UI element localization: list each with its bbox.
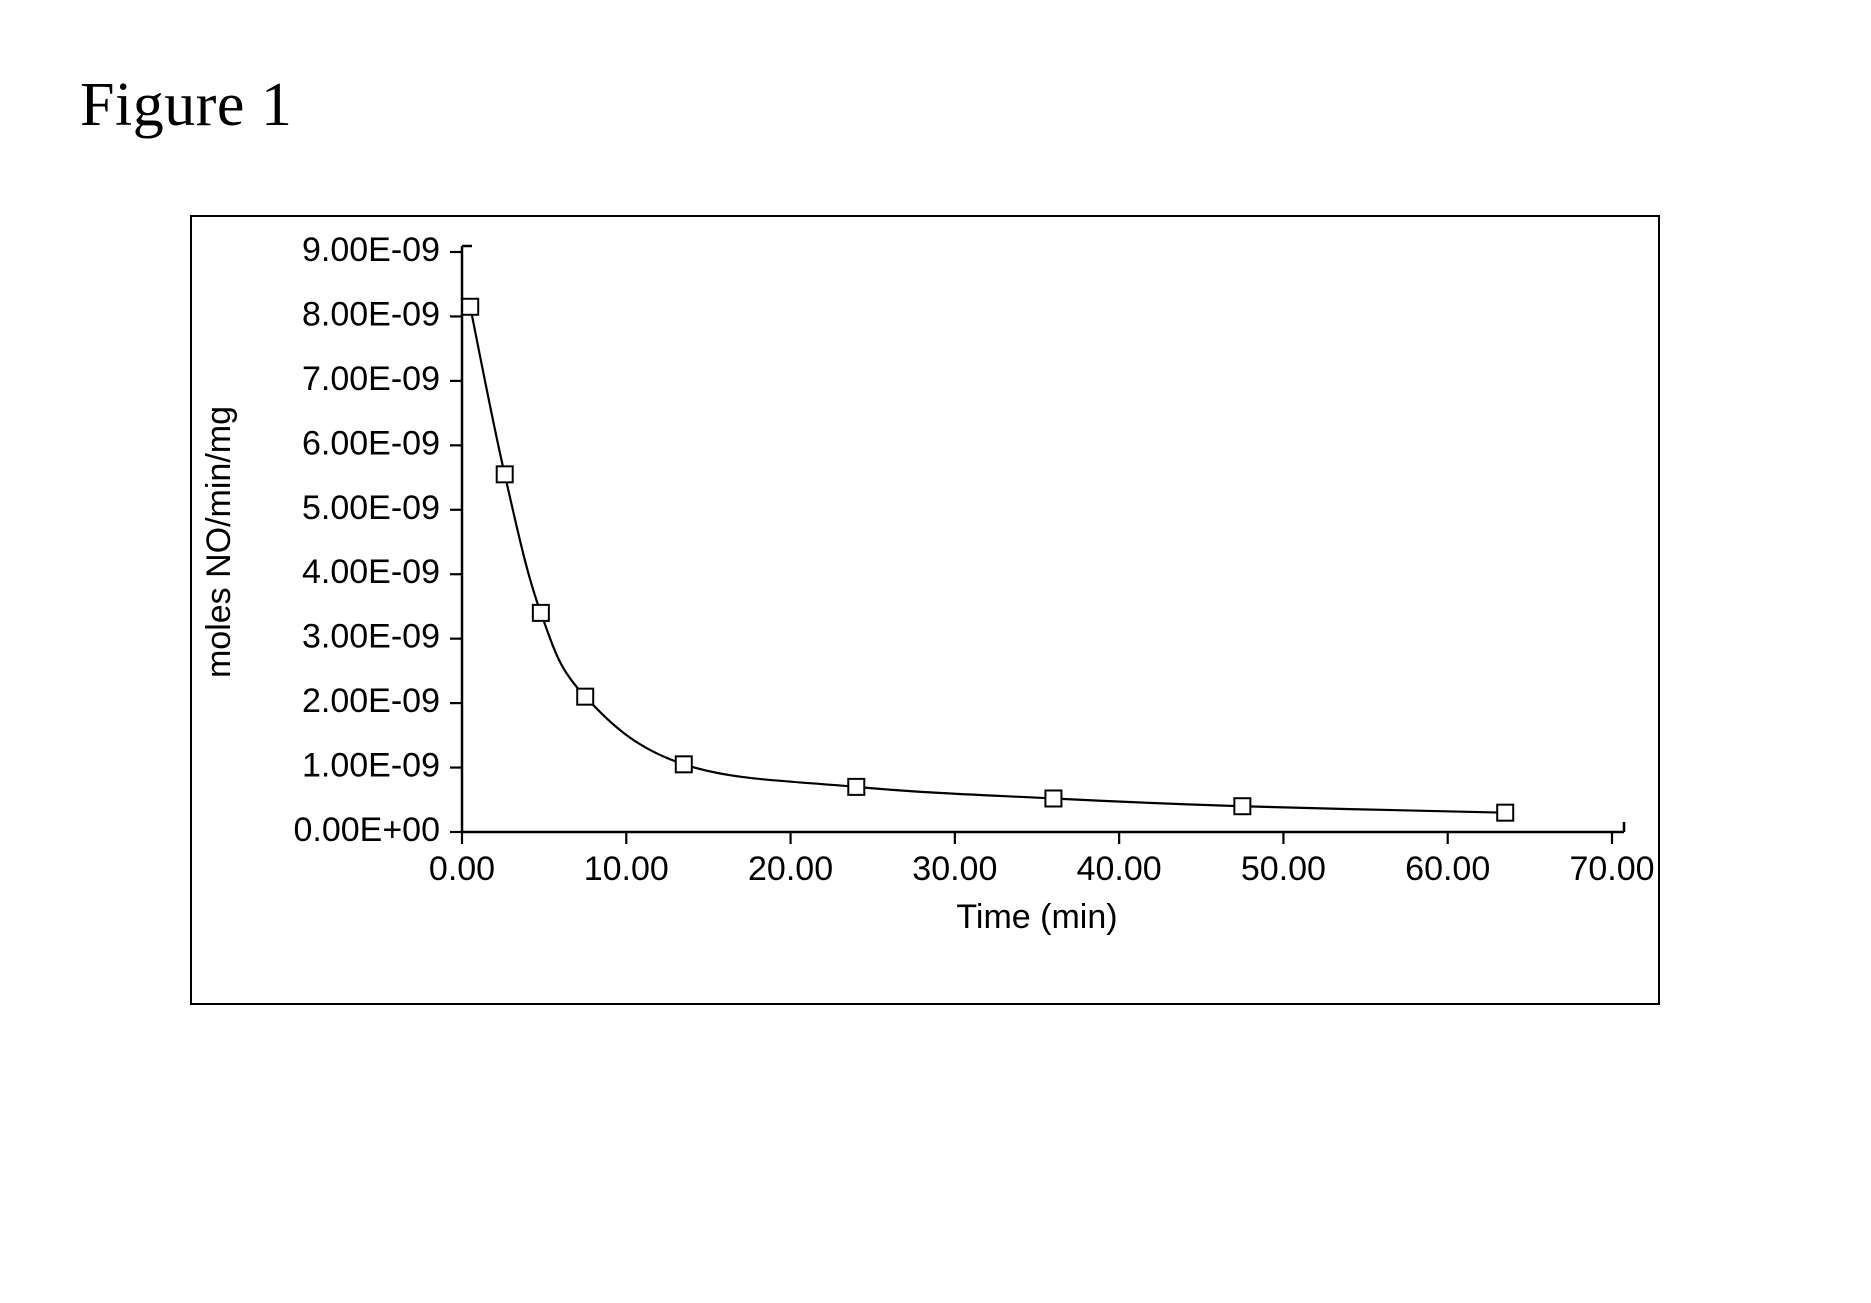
data-marker (462, 299, 478, 315)
x-axis-label: Time (min) (956, 898, 1117, 936)
y-tick-label: 7.00E-09 (302, 360, 440, 398)
y-tick-label: 4.00E-09 (302, 553, 440, 591)
y-tick-label: 0.00E+00 (293, 811, 440, 849)
y-tick-label: 9.00E-09 (302, 231, 440, 269)
data-marker (533, 605, 549, 621)
data-marker (577, 689, 593, 705)
x-tick-label: 10.00 (584, 850, 669, 888)
data-marker (1045, 790, 1061, 806)
y-tick-label: 2.00E-09 (302, 682, 440, 720)
x-tick-label: 30.00 (912, 850, 997, 888)
figure-title: Figure 1 (80, 70, 292, 141)
y-tick-label: 6.00E-09 (302, 424, 440, 462)
chart-frame: 0.00E+00 1.00E-09 2.00E-09 3.00E-09 4.00E-09… (190, 215, 1660, 1005)
y-tick-label: 8.00E-09 (302, 295, 440, 333)
x-tick-label: 70.00 (1569, 850, 1654, 888)
y-tick-label: 1.00E-09 (302, 747, 440, 785)
x-tick-label: 0.00 (429, 850, 495, 888)
chart-svg: 0.00E+00 1.00E-09 2.00E-09 3.00E-09 4.00E-09… (192, 217, 1657, 1002)
x-tick-label: 60.00 (1405, 850, 1490, 888)
x-tick-label: 40.00 (1077, 850, 1162, 888)
y-tick-label: 5.00E-09 (302, 489, 440, 527)
data-marker (1234, 798, 1250, 814)
data-marker (848, 779, 864, 795)
data-line (470, 307, 1505, 813)
y-tick-label: 3.00E-09 (302, 618, 440, 656)
x-tick-label: 20.00 (748, 850, 833, 888)
y-axis-label: moles NO/min/mg (200, 406, 238, 678)
x-tick-label: 50.00 (1241, 850, 1326, 888)
data-marker (1497, 805, 1513, 821)
data-marker (676, 756, 692, 772)
data-marker (497, 466, 513, 482)
